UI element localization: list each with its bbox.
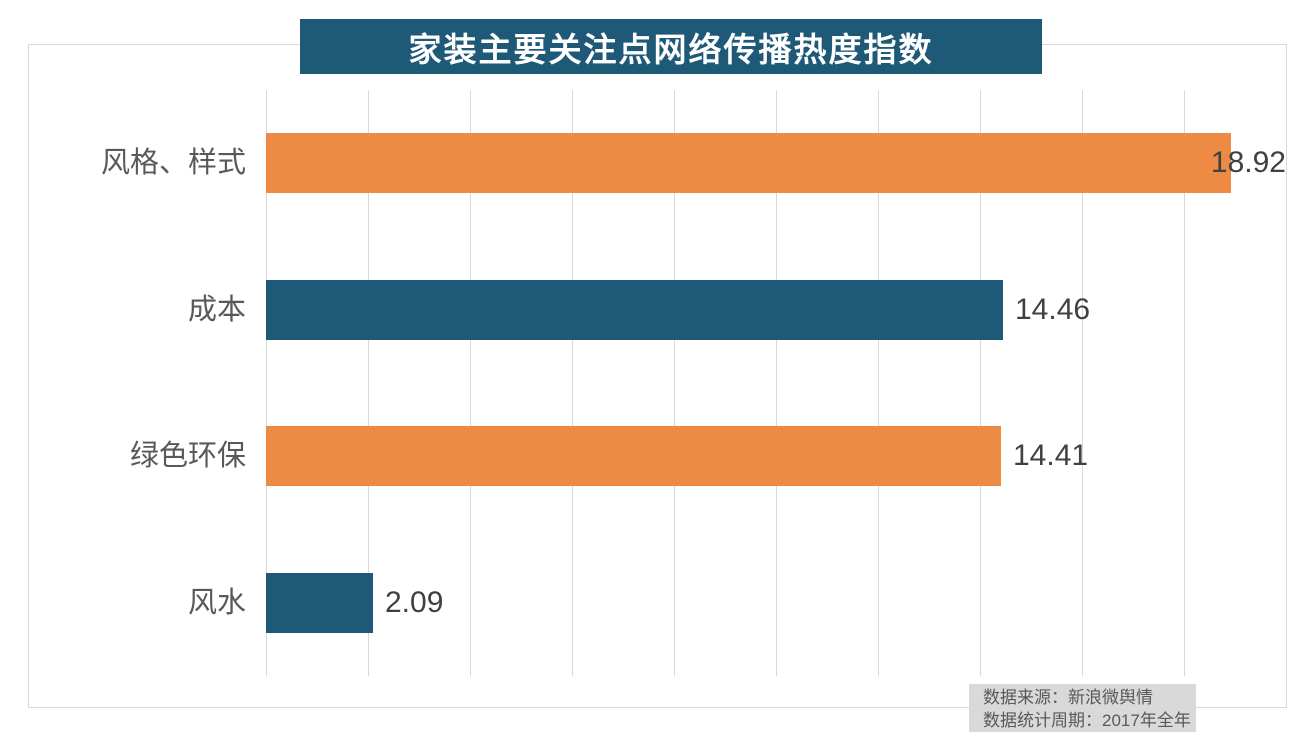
bar-3 — [266, 573, 373, 633]
value-label: 2.09 — [385, 586, 444, 619]
gridline — [1184, 90, 1185, 676]
bar-0 — [266, 133, 1231, 193]
bar-2 — [266, 426, 1001, 486]
category-label: 成本 — [187, 294, 246, 326]
gridline — [878, 90, 879, 676]
gridline — [470, 90, 471, 676]
gridline — [572, 90, 573, 676]
source-note: 数据来源：新浪微舆情 数据统计周期：2017年全年 — [969, 684, 1196, 732]
gridline — [776, 90, 777, 676]
category-label: 风格、样式 — [100, 147, 246, 179]
source-note-line2: 数据统计周期：2017年全年 — [983, 711, 1191, 730]
bar-1 — [266, 280, 1003, 340]
gridline — [368, 90, 369, 676]
plot-area — [266, 90, 1287, 676]
category-label: 绿色环保 — [129, 440, 246, 472]
chart-title: 家装主要关注点网络传播热度指数 — [300, 19, 1042, 74]
gridline — [266, 90, 267, 676]
source-note-line1: 数据来源：新浪微舆情 — [983, 688, 1153, 707]
value-label: 14.46 — [1015, 293, 1091, 326]
gridline — [674, 90, 675, 676]
gridline — [1286, 90, 1287, 676]
gridline — [980, 90, 981, 676]
gridline — [1082, 90, 1083, 676]
category-label: 风水 — [187, 587, 246, 619]
value-label: 14.41 — [1013, 439, 1089, 472]
value-label: 18.92 — [1210, 146, 1286, 179]
